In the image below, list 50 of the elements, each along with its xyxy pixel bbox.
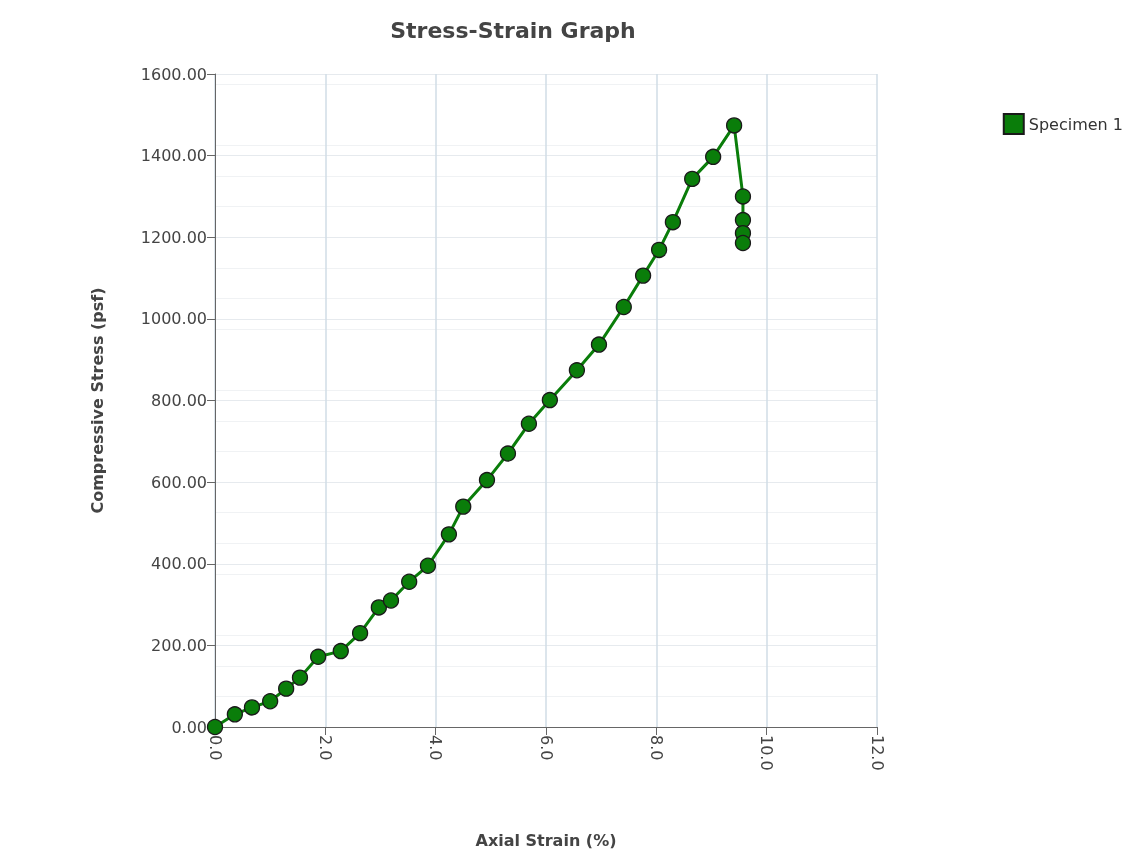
chart-title: Stress-Strain Graph [390, 17, 636, 43]
y-tick-label: 1400.00 [140, 146, 207, 166]
point [650, 241, 668, 259]
y-tick-label: 800.00 [151, 391, 207, 410]
point [634, 267, 652, 284]
point [206, 718, 224, 736]
point [734, 188, 752, 205]
point [734, 234, 752, 252]
y-axis-title: Compressive Stress (psf) [87, 287, 107, 514]
point [243, 699, 261, 716]
point [278, 680, 295, 697]
x-axis-title: Axial Strain (%) [475, 830, 617, 850]
y-tick-label: 1000.00 [140, 309, 207, 329]
point [455, 498, 472, 515]
y-tick-label: 400.00 [151, 554, 207, 574]
y-tick-label: 600.00 [151, 472, 207, 492]
point [419, 557, 437, 574]
point [520, 415, 538, 432]
x-tick-label: 6.0 [536, 735, 556, 761]
x-tick-label: 8.0 [646, 735, 666, 761]
point [262, 693, 279, 710]
point [382, 592, 400, 609]
point [332, 642, 349, 660]
point [401, 573, 418, 590]
point [370, 599, 387, 616]
point [291, 669, 309, 686]
point [310, 648, 327, 665]
legend-label: Specimen 1 [1028, 114, 1123, 134]
point [440, 526, 458, 543]
point [568, 362, 586, 379]
point [499, 445, 517, 462]
point [478, 471, 496, 489]
x-tick-label: 0.0 [205, 735, 225, 761]
y-tick-label: 1600.00 [140, 64, 207, 84]
x-tick-label: 4.0 [426, 735, 446, 761]
y-tick-label: 200.00 [151, 635, 207, 655]
point [684, 170, 701, 188]
point [615, 298, 632, 316]
y-tick-label: 0.00 [171, 717, 207, 737]
x-tick-label: 12.0 [867, 735, 887, 771]
x-tick-label: 10.0 [757, 735, 777, 771]
point [725, 117, 743, 134]
point [590, 336, 608, 353]
point [351, 624, 369, 642]
point [664, 214, 682, 231]
x-tick-label: 2.0 [315, 735, 335, 761]
point [541, 391, 559, 409]
point [226, 706, 244, 723]
y-tick-label: 1200.00 [140, 227, 207, 247]
point [705, 148, 722, 165]
